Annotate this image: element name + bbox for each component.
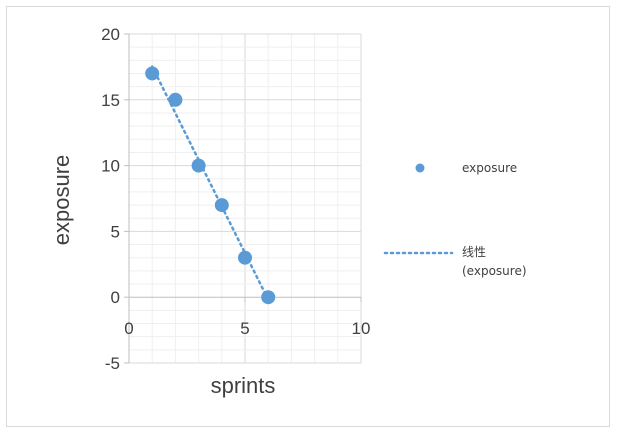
y-tick-label: 5 bbox=[111, 222, 120, 241]
y-tick-label: 15 bbox=[101, 91, 120, 110]
data-point bbox=[261, 290, 276, 305]
y-tick-label: 10 bbox=[101, 157, 120, 176]
x-tick-label: 5 bbox=[240, 319, 249, 338]
y-axis-title: exposure bbox=[49, 155, 74, 246]
legend-label-trendline-line2: (exposure) bbox=[462, 264, 527, 278]
data-points bbox=[145, 66, 276, 305]
data-point bbox=[238, 250, 252, 265]
x-tick-label: 10 bbox=[352, 319, 371, 338]
data-point bbox=[168, 92, 183, 107]
chart-frame bbox=[6, 6, 610, 427]
x-tick-label: 0 bbox=[124, 319, 133, 338]
y-tick-label: 20 bbox=[101, 25, 120, 44]
legend: exposure 线性 (exposure) bbox=[383, 161, 527, 278]
legend-marker-points bbox=[415, 163, 425, 173]
data-point bbox=[145, 66, 160, 81]
gridlines bbox=[129, 33, 362, 364]
legend-label-trendline-line1: 线性 bbox=[462, 245, 486, 259]
data-point bbox=[214, 198, 229, 213]
x-axis-title: sprints bbox=[211, 373, 276, 398]
legend-label-points: exposure bbox=[462, 161, 517, 175]
y-tick-label: 0 bbox=[111, 288, 120, 307]
axes bbox=[124, 33, 362, 364]
y-tick-label: -5 bbox=[105, 354, 120, 373]
data-point bbox=[191, 158, 206, 173]
